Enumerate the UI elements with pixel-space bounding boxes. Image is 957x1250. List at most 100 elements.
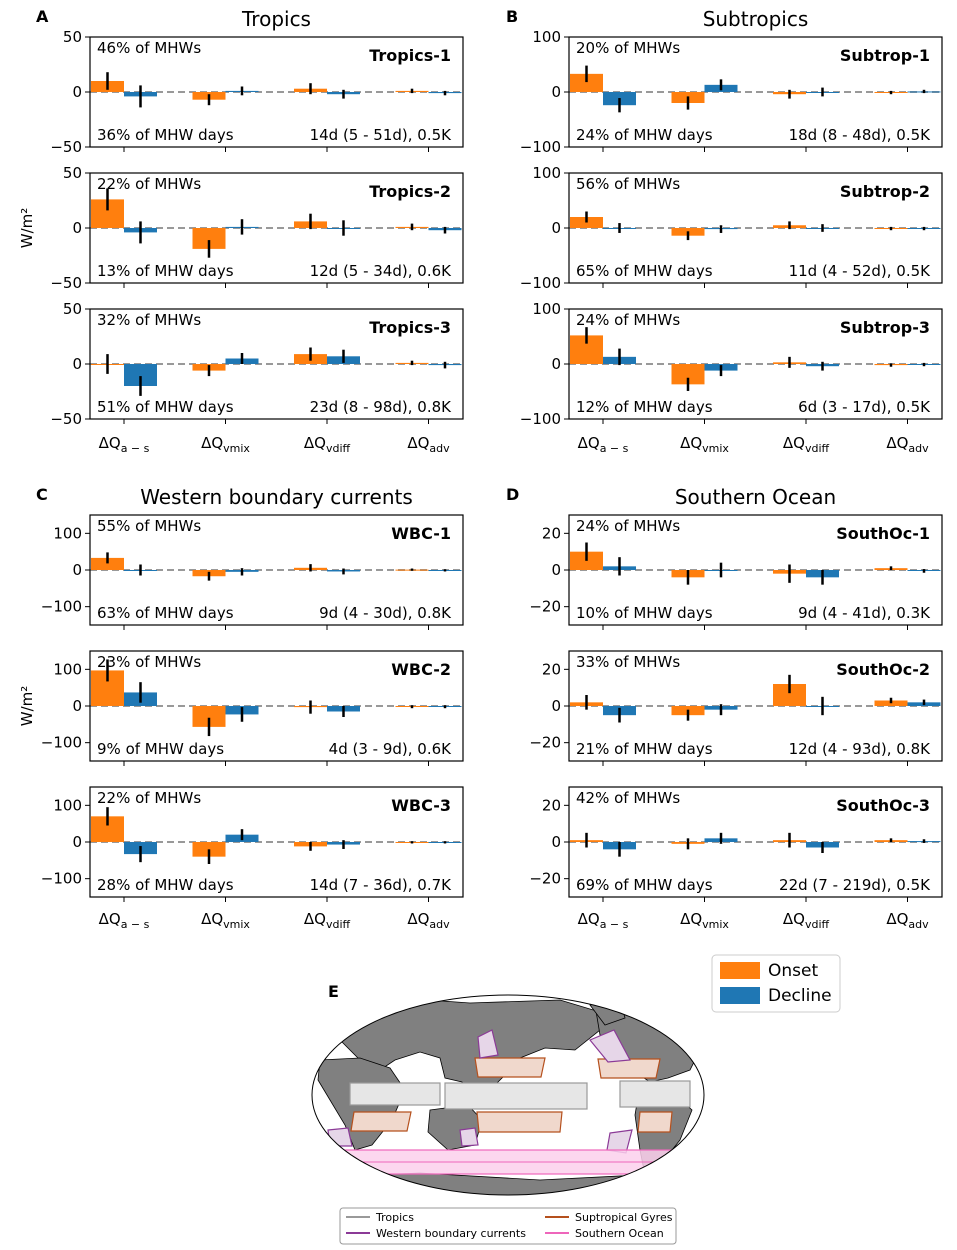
x-category-base: ΔQ bbox=[886, 910, 908, 928]
x-category-subscript: vmix bbox=[702, 918, 729, 931]
bar-panels: A Tropics −50 0 50 46% of MHWs Tropics-1 36% of… bbox=[18, 7, 943, 931]
region-subtrop-2 bbox=[597, 1058, 661, 1079]
x-category-base: ΔQ bbox=[304, 910, 326, 928]
x-category-label: ΔQadv bbox=[886, 910, 929, 931]
panel-group-a: A Tropics −50 0 50 46% of MHWs Tropics-1 36% of… bbox=[36, 7, 464, 455]
panel-letter-b: B bbox=[506, 7, 518, 26]
map-legend-gyres-label: Suptropical Gyres bbox=[575, 1211, 673, 1224]
y-tick-label: 100 bbox=[53, 796, 82, 814]
pct-days-label: 10% of MHW days bbox=[576, 604, 713, 622]
duration-stats-label: 12d (4 - 93d), 0.8K bbox=[789, 740, 932, 758]
onset-bar bbox=[570, 73, 603, 92]
x-category-base: ΔQ bbox=[886, 434, 908, 452]
y-tick-label: 0 bbox=[551, 83, 561, 101]
x-category-subscript: adv bbox=[908, 918, 929, 931]
subpanel-wbc-2: −100 0 100 23% of MHWs WBC-2 9% of MHW days 4d… bbox=[41, 650, 464, 766]
x-category-label: ΔQvdiff bbox=[304, 910, 351, 931]
x-category-subscript: adv bbox=[429, 442, 450, 455]
duration-stats-label: 14d (5 - 51d), 0.5K bbox=[310, 126, 453, 144]
map-legend-wbc-label: Western boundary currents bbox=[376, 1227, 526, 1240]
pct-days-label: 24% of MHW days bbox=[576, 126, 713, 144]
onset-bar bbox=[91, 557, 124, 570]
panel-title-c: Western boundary currents bbox=[140, 485, 413, 509]
duration-stats-label: 11d (4 - 52d), 0.5K bbox=[789, 262, 932, 280]
pct-mhws-label: 46% of MHWs bbox=[97, 39, 201, 57]
region-subtrop-4 bbox=[476, 1111, 563, 1133]
panel-title-b: Subtropics bbox=[703, 7, 809, 31]
y-tick-label: 100 bbox=[53, 524, 82, 542]
y-tick-label: −100 bbox=[520, 274, 561, 292]
map-outline bbox=[311, 994, 705, 1196]
x-category-label: ΔQa − s bbox=[99, 910, 150, 931]
x-category-base: ΔQ bbox=[201, 434, 223, 452]
y-tick-label: −50 bbox=[50, 410, 82, 428]
x-category-label: ΔQa − s bbox=[99, 434, 150, 455]
pct-days-label: 21% of MHW days bbox=[576, 740, 713, 758]
legend-onset-label: Onset bbox=[768, 961, 818, 981]
x-category-subscript: a − s bbox=[121, 918, 150, 931]
y-tick-label: −100 bbox=[520, 138, 561, 156]
pct-mhws-label: 22% of MHWs bbox=[97, 175, 201, 193]
y-axis-label-1: W/m² bbox=[18, 208, 36, 249]
legend: Onset Decline bbox=[711, 954, 841, 1013]
region-name-label: Tropics-1 bbox=[369, 46, 451, 65]
pct-mhws-label: 56% of MHWs bbox=[576, 175, 680, 193]
y-tick-label: 50 bbox=[63, 164, 82, 182]
legend-decline-label: Decline bbox=[768, 986, 832, 1006]
y-tick-label: 0 bbox=[72, 219, 82, 237]
region-subtrop-3 bbox=[350, 1111, 412, 1132]
subpanel-subtrop-3: −100 0 100 24% of MHWs Subtrop-3 12% of MHW d… bbox=[520, 300, 943, 428]
subpanel-southoc-2: −20 0 20 33% of MHWs SouthOc-2 21% of MHW day… bbox=[529, 650, 943, 766]
y-tick-label: −100 bbox=[41, 734, 82, 752]
pct-days-label: 13% of MHW days bbox=[97, 262, 234, 280]
y-tick-label: −20 bbox=[529, 598, 561, 616]
x-category-subscript: a − s bbox=[121, 442, 150, 455]
x-category-base: ΔQ bbox=[783, 910, 805, 928]
onset-bar bbox=[192, 706, 226, 727]
panel-letter-a: A bbox=[36, 7, 49, 26]
pct-mhws-label: 55% of MHWs bbox=[97, 517, 201, 535]
onset-bar bbox=[570, 551, 603, 570]
subpanel-southoc-3: −20 0 20 42% of MHWs SouthOc-3 69% of MHW day… bbox=[529, 786, 943, 902]
region-name-label: WBC-1 bbox=[391, 524, 451, 543]
panel-group-d: D Southern Ocean −20 0 20 24% of MHWs SouthOc-… bbox=[506, 485, 943, 931]
x-category-base: ΔQ bbox=[578, 434, 600, 452]
panel-title-a: Tropics bbox=[241, 7, 311, 31]
pct-mhws-label: 42% of MHWs bbox=[576, 789, 680, 807]
y-tick-label: −50 bbox=[50, 138, 82, 156]
decline-bar bbox=[124, 364, 157, 386]
map-legend-tropics-label: Tropics bbox=[375, 1211, 414, 1224]
duration-stats-label: 6d (3 - 17d), 0.5K bbox=[798, 398, 931, 416]
subpanel-subtrop-2: −100 0 100 56% of MHWs Subtrop-2 65% of MHW d… bbox=[520, 164, 943, 292]
y-tick-label: −100 bbox=[41, 870, 82, 888]
x-category-base: ΔQ bbox=[783, 434, 805, 452]
duration-stats-label: 14d (7 - 36d), 0.7K bbox=[310, 876, 453, 894]
x-category-subscript: vmix bbox=[223, 442, 250, 455]
map-regions bbox=[312, 1029, 704, 1175]
x-category-subscript: vmix bbox=[223, 918, 250, 931]
y-tick-label: −100 bbox=[520, 410, 561, 428]
world-map bbox=[311, 994, 705, 1196]
x-category-base: ΔQ bbox=[304, 434, 326, 452]
region-name-label: Subtrop-3 bbox=[840, 318, 930, 337]
x-category-label: ΔQvmix bbox=[680, 910, 729, 931]
y-tick-label: 0 bbox=[72, 833, 82, 851]
y-tick-label: 50 bbox=[63, 28, 82, 46]
subpanel-subtrop-1: −100 0 100 20% of MHWs Subtrop-1 24% of MHW d… bbox=[520, 28, 943, 156]
duration-stats-label: 18d (8 - 48d), 0.5K bbox=[789, 126, 932, 144]
x-category-subscript: a − s bbox=[600, 918, 629, 931]
region-wbc-1 bbox=[477, 1029, 499, 1059]
x-category-base: ΔQ bbox=[99, 434, 121, 452]
y-tick-label: −100 bbox=[41, 598, 82, 616]
x-category-label: ΔQvmix bbox=[201, 434, 250, 455]
pct-mhws-label: 22% of MHWs bbox=[97, 789, 201, 807]
map-panel-letter: E bbox=[328, 982, 339, 1001]
duration-stats-label: 23d (8 - 98d), 0.8K bbox=[310, 398, 453, 416]
duration-stats-label: 12d (5 - 34d), 0.6K bbox=[310, 262, 453, 280]
x-category-base: ΔQ bbox=[680, 910, 702, 928]
x-category-label: ΔQvdiff bbox=[783, 434, 830, 455]
subpanel-southoc-1: −20 0 20 24% of MHWs SouthOc-1 10% of MHW day… bbox=[529, 514, 943, 630]
pct-days-label: 36% of MHW days bbox=[97, 126, 234, 144]
pct-mhws-label: 20% of MHWs bbox=[576, 39, 680, 57]
region-name-label: SouthOc-1 bbox=[836, 524, 930, 543]
